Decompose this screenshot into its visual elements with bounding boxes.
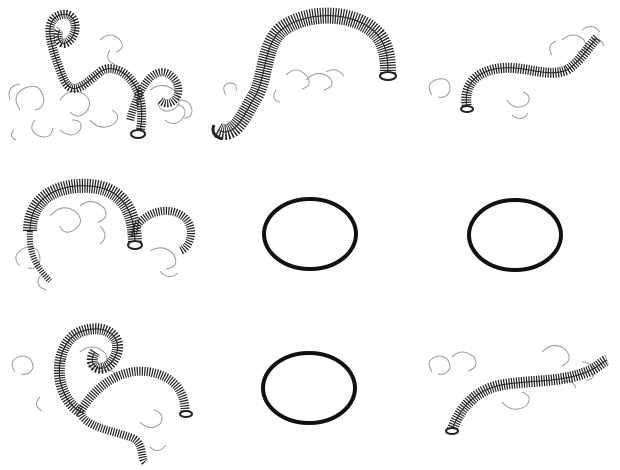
ellipse-shape (467, 198, 563, 272)
tendrils (8, 34, 193, 141)
tangled-spring-tube-figure (8, 9, 193, 141)
ellipse-shape (261, 351, 357, 425)
grid-cell-9[interactable] (412, 312, 618, 468)
grid-cell-8[interactable] (206, 312, 412, 468)
double-arched-spring-tube-figure (15, 178, 195, 291)
tendrils (428, 26, 605, 119)
grid-cell-3[interactable] (412, 0, 618, 156)
grid-cell-1[interactable] (0, 0, 206, 156)
tube-body (23, 178, 195, 284)
tube-body (460, 34, 601, 113)
grid-cell-4[interactable] (0, 156, 206, 312)
ellipse-shape (262, 197, 358, 271)
small-arched-spring-tube-figure (428, 26, 605, 119)
twisted-spring-tube-figure (11, 323, 193, 465)
low-arched-spring-tube-figure (428, 345, 610, 435)
plain-ellipse-figure (262, 197, 358, 271)
plain-ellipse-figure (467, 198, 563, 272)
grid-cell-5[interactable] (206, 156, 412, 312)
grid-cell-2[interactable] (206, 0, 412, 156)
tube-body (45, 9, 183, 139)
tube-body (211, 7, 397, 141)
plain-ellipse-figure (261, 351, 357, 425)
tendrils (15, 201, 179, 291)
grid-cell-7[interactable] (0, 312, 206, 468)
tendrils (223, 69, 345, 103)
grid-cell-6[interactable] (412, 156, 618, 312)
arched-spring-tube-figure (211, 7, 397, 141)
tube-body (53, 323, 193, 465)
tube-body (445, 354, 610, 435)
